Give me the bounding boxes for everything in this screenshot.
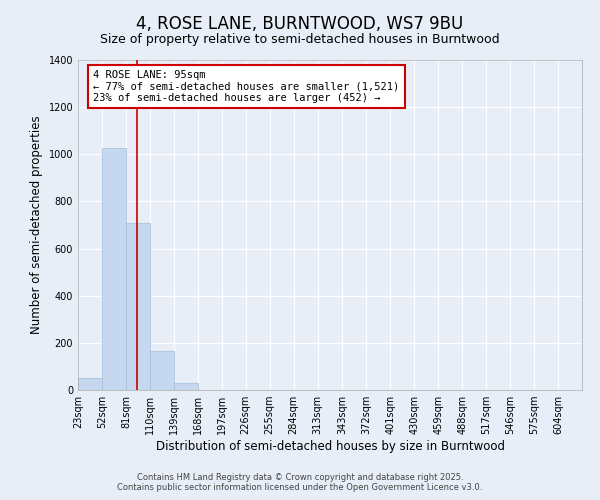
Text: 4 ROSE LANE: 95sqm
← 77% of semi-detached houses are smaller (1,521)
23% of semi: 4 ROSE LANE: 95sqm ← 77% of semi-detache… — [93, 70, 400, 103]
Text: Size of property relative to semi-detached houses in Burntwood: Size of property relative to semi-detach… — [100, 32, 500, 46]
Bar — [78, 378, 102, 390]
Bar — [150, 351, 174, 390]
X-axis label: Distribution of semi-detached houses by size in Burntwood: Distribution of semi-detached houses by … — [155, 440, 505, 453]
Text: Contains HM Land Registry data © Crown copyright and database right 2025.
Contai: Contains HM Land Registry data © Crown c… — [118, 473, 482, 492]
Bar — [126, 222, 150, 390]
Bar — [174, 383, 198, 390]
Y-axis label: Number of semi-detached properties: Number of semi-detached properties — [30, 116, 43, 334]
Bar — [102, 148, 126, 390]
Text: 4, ROSE LANE, BURNTWOOD, WS7 9BU: 4, ROSE LANE, BURNTWOOD, WS7 9BU — [136, 15, 464, 33]
